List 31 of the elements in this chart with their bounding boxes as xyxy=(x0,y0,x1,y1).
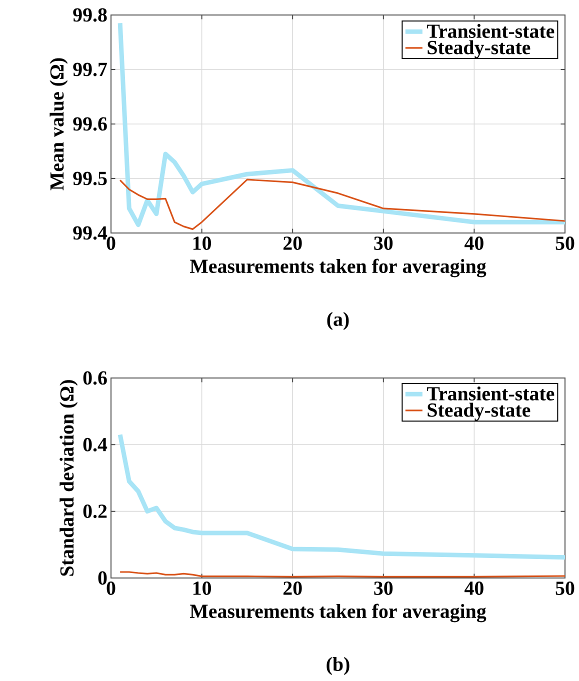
x-tick-label: 10 xyxy=(193,582,211,595)
legend-label: Steady-state xyxy=(428,402,530,421)
y-tick-label: 99.4 xyxy=(73,226,108,240)
y-tick-label: 0.6 xyxy=(83,371,107,385)
x-tick-label: 50 xyxy=(556,582,574,595)
x-tick-label: 40 xyxy=(464,582,484,595)
text: (b) xyxy=(326,656,350,676)
y-tick-label: 99.8 xyxy=(73,8,107,22)
x-tick-label: 20 xyxy=(283,582,302,595)
line-series xyxy=(118,432,565,560)
x-tick-label: 40 xyxy=(464,236,484,250)
legend-label: Transient-state xyxy=(426,386,554,400)
x-axis-title: Measurements taken for averaging xyxy=(190,604,486,622)
y-tick-label: 99.6 xyxy=(73,117,107,131)
text: (a) xyxy=(327,312,349,330)
line-series xyxy=(119,178,565,230)
x-tick-label: 20 xyxy=(283,236,302,250)
x-tick-label: 30 xyxy=(374,236,393,250)
y-axis-title: Mean value (Ω) xyxy=(50,58,68,190)
y-tick-label: 0.4 xyxy=(83,438,108,452)
x-tick-label: 50 xyxy=(556,236,574,250)
y-axis-title: Standard deviation (Ω) xyxy=(60,380,78,576)
x-tick-label: 30 xyxy=(374,582,393,595)
x-tick-label: 10 xyxy=(193,236,211,250)
y-tick-label: 0.2 xyxy=(83,504,107,518)
y-tick-label: 0 xyxy=(98,571,107,585)
legend-label: Transient-state xyxy=(426,24,554,38)
legend-label: Steady-state xyxy=(428,40,530,58)
x-axis-title: Measurements taken for averaging xyxy=(190,258,486,278)
y-tick-label: 99.7 xyxy=(73,62,107,76)
y-tick-label: 99.5 xyxy=(73,172,107,186)
